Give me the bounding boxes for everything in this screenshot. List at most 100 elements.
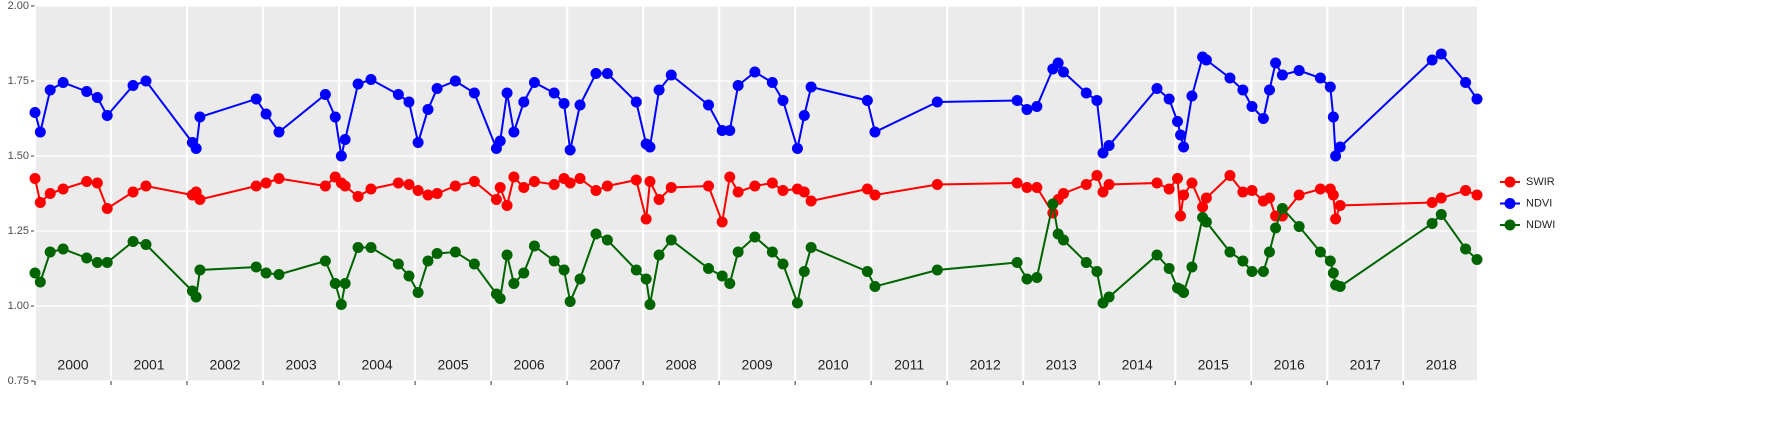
point: [1057, 66, 1069, 78]
point: [250, 180, 262, 192]
point: [869, 189, 881, 201]
point: [1435, 192, 1447, 204]
legend-key-point: [1504, 219, 1516, 231]
point: [449, 246, 461, 258]
point: [777, 258, 789, 270]
point: [352, 78, 364, 90]
point: [392, 177, 404, 189]
point: [1091, 266, 1103, 277]
point: [490, 194, 502, 205]
y-tick-label: 1.75: [8, 75, 29, 87]
point: [724, 278, 736, 289]
point: [1178, 189, 1190, 201]
point: [1330, 213, 1342, 225]
x-tick-label: 2007: [590, 357, 621, 373]
point: [590, 228, 602, 240]
point: [319, 255, 331, 267]
point: [640, 273, 652, 285]
x-tick-label: 2002: [209, 357, 240, 373]
point: [558, 264, 570, 276]
point: [1471, 254, 1483, 265]
point: [644, 176, 656, 187]
point: [931, 96, 943, 108]
point: [528, 240, 540, 252]
point: [1460, 243, 1472, 255]
point: [422, 255, 434, 267]
point: [1237, 255, 1249, 267]
point: [702, 180, 714, 192]
point: [601, 68, 613, 79]
point: [1334, 141, 1346, 153]
point: [1327, 267, 1339, 279]
point: [1426, 218, 1438, 229]
point: [1175, 210, 1187, 222]
legend-label: SWIR: [1526, 176, 1555, 188]
x-tick-label: 2012: [970, 357, 1001, 373]
point: [1047, 198, 1059, 210]
point: [365, 242, 377, 253]
point: [101, 203, 113, 214]
point: [412, 185, 424, 196]
point: [412, 287, 424, 298]
point: [766, 177, 778, 189]
y-tick-label: 1.50: [8, 150, 29, 162]
point: [1327, 111, 1339, 123]
point: [601, 234, 613, 246]
point: [1426, 197, 1438, 208]
point: [468, 87, 480, 99]
point: [1334, 200, 1346, 211]
point: [564, 144, 576, 156]
point: [501, 200, 513, 211]
point: [1224, 170, 1236, 181]
point: [273, 269, 285, 280]
point: [1246, 185, 1258, 196]
point: [501, 249, 513, 261]
point: [319, 89, 331, 100]
point: [494, 135, 506, 147]
point: [1471, 93, 1483, 105]
point: [194, 194, 206, 205]
legend-label: NDVI: [1526, 197, 1552, 209]
point: [29, 173, 41, 184]
point: [1471, 189, 1483, 201]
point: [81, 86, 93, 97]
point: [564, 177, 576, 189]
point: [653, 249, 665, 261]
point: [1186, 177, 1198, 189]
point: [1172, 173, 1184, 184]
point: [34, 126, 46, 138]
point: [1293, 189, 1305, 201]
point: [1314, 183, 1326, 195]
point: [630, 264, 642, 276]
point: [335, 150, 347, 162]
point: [732, 186, 744, 198]
legend-key-point: [1504, 198, 1516, 209]
point: [44, 188, 56, 199]
point: [644, 299, 656, 310]
point: [339, 278, 351, 289]
point: [449, 75, 461, 87]
point: [1276, 69, 1288, 81]
point: [403, 96, 415, 108]
point: [81, 252, 93, 264]
point: [630, 174, 642, 186]
point: [1103, 291, 1115, 303]
point: [339, 180, 351, 192]
point: [1178, 141, 1190, 153]
point: [528, 176, 540, 187]
point: [508, 171, 520, 183]
point: [91, 177, 103, 189]
point: [1021, 104, 1033, 115]
point: [412, 137, 424, 148]
point: [392, 89, 404, 100]
point: [749, 231, 761, 243]
point: [665, 69, 677, 81]
point: [339, 134, 351, 145]
point: [644, 141, 656, 153]
point: [190, 291, 202, 303]
point: [861, 183, 873, 195]
y-tick-label: 0.75: [8, 375, 29, 387]
point: [861, 95, 873, 106]
point: [431, 83, 443, 94]
point: [319, 180, 331, 192]
